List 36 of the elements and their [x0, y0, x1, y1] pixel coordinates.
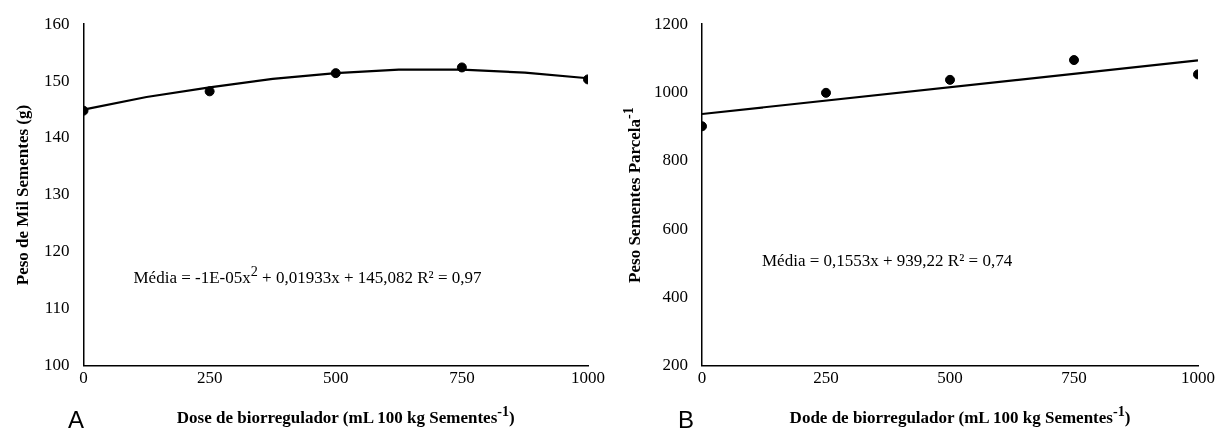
y-tick-label: 100 [44, 355, 70, 375]
y-tick-label: 1200 [654, 13, 688, 33]
y-tick-label: 140 [44, 127, 70, 147]
y-axis-title: Peso de Mil Sementes (g) [12, 104, 32, 286]
x-tick-label: 1000 [1181, 368, 1215, 388]
x-tick-label: 500 [937, 368, 963, 388]
x-tick-label: 250 [196, 368, 223, 388]
point [821, 87, 831, 98]
x-tick-label: 250 [813, 368, 839, 388]
point [1069, 55, 1079, 66]
x-tick-label: 0 [697, 368, 707, 388]
y-tick-label: 200 [662, 355, 688, 375]
x-axis-title: Dode de biorregulador (mL 100 kg Sementes$^{-1}$) [789, 403, 1131, 427]
point [204, 86, 215, 97]
y-tick-label: 160 [44, 13, 70, 33]
x-axis-title: Dose de biorregulador (mL 100 kg Sementes$^{-1}$) [176, 403, 515, 427]
x-tick-label: 750 [1061, 368, 1087, 388]
x-tick-label: 500 [323, 368, 349, 388]
y-tick-label: 120 [44, 241, 70, 261]
text: A [68, 406, 85, 432]
annotation: Média = 0,1553x + 939,22 R² = 0,74 [762, 251, 1013, 271]
y-tick-label: 600 [662, 218, 688, 238]
x-tick-label: 1000 [571, 368, 605, 388]
point [330, 68, 341, 79]
y-tick-label: 800 [662, 150, 688, 170]
y-tick-label: 130 [44, 184, 70, 204]
y-tick-label: 400 [662, 286, 688, 306]
point [945, 74, 955, 85]
point [456, 62, 467, 73]
x-tick-label: 750 [449, 368, 475, 388]
y-tick-label: 1000 [654, 81, 688, 101]
text: B [678, 406, 695, 432]
y-tick-label: 110 [44, 298, 70, 318]
x-tick-label: 0 [79, 368, 88, 388]
annotation: Média = -1E-05x$^{2}$ + 0,01933x + 145,082 R² = 0,97 [133, 263, 482, 287]
y-tick-label: 150 [44, 70, 70, 90]
